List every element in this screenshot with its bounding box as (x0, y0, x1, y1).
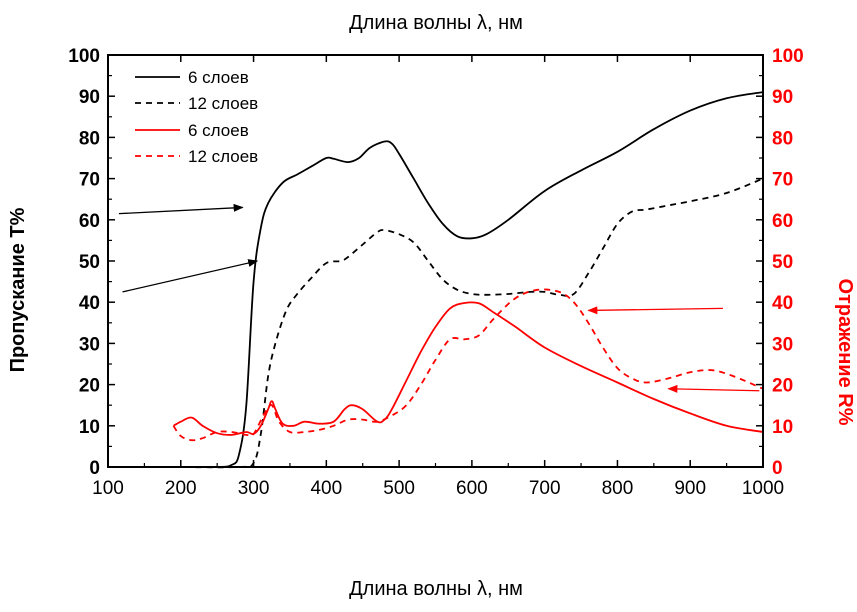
y-tick-label-right: 80 (772, 128, 793, 149)
y-tick-label-right: 40 (772, 293, 793, 314)
y-tick-label-left: 60 (79, 211, 100, 232)
y-tick-label-right: 50 (772, 252, 793, 273)
legend-label-4: 12 слоев (188, 147, 258, 166)
y-tick-label-right: 90 (772, 87, 793, 108)
y-tick-label-left: 90 (79, 87, 100, 108)
x-tick-label: 700 (529, 478, 561, 499)
x-axis-title-bottom: Длина волны λ, нм (349, 578, 523, 600)
annotation-arrow (667, 384, 760, 393)
y-tick-label-right: 0 (772, 458, 783, 479)
y-tick-label-right: 60 (772, 211, 793, 232)
x-tick-label: 600 (456, 478, 488, 499)
series-reflection-6-layers (173, 301, 764, 436)
series-transmission-12-layers (173, 177, 764, 469)
x-axis-title-top: Длина волны λ, нм (349, 12, 523, 34)
annotation-arrow (587, 306, 723, 315)
y-tick-label-left: 0 (89, 458, 100, 479)
x-tick-label: 900 (674, 478, 706, 499)
legend: 6 слоев 12 слоев 6 слоев 12 слоев (135, 68, 258, 166)
legend-label-2: 12 слоев (188, 94, 258, 113)
y-axis-title-right: Отражение R% (834, 278, 856, 425)
y-tick-label-left: 50 (79, 252, 100, 273)
y-tick-label-right: 100 (772, 46, 804, 67)
y-tick-label-left: 100 (68, 46, 100, 67)
annotation-arrow (118, 203, 244, 215)
x-tick-label: 300 (238, 478, 270, 499)
curves-layer (172, 91, 764, 469)
y-axis-title-left: Пропускание Т% (7, 207, 29, 372)
legend-label-3: 6 слоев (188, 121, 249, 140)
y-tick-label-left: 80 (79, 128, 100, 149)
y-tick-label-right: 70 (772, 170, 793, 191)
series-transmission-6-layers (173, 91, 764, 469)
y-tick-label-right: 30 (772, 334, 793, 355)
series-reflection-12-layers (172, 288, 764, 442)
y-tick-label-right: 10 (772, 417, 793, 438)
x-tick-label: 200 (165, 478, 197, 499)
x-tick-label: 500 (383, 478, 415, 499)
y-tick-label-left: 20 (79, 376, 100, 397)
y-tick-label-left: 10 (79, 417, 100, 438)
y-tick-label-left: 40 (79, 293, 100, 314)
x-tick-label: 100 (92, 478, 124, 499)
annotation-arrow (122, 259, 259, 293)
plot-frame (107, 54, 764, 468)
x-tick-label: 800 (602, 478, 634, 499)
arrows-layer (118, 203, 760, 393)
y-tick-label-right: 20 (772, 376, 793, 397)
x-tick-label: 1000 (742, 478, 784, 499)
y-tick-label-left: 70 (79, 170, 100, 191)
y-tick-label-left: 30 (79, 334, 100, 355)
legend-label-1: 6 слоев (188, 68, 249, 87)
x-tick-label: 400 (310, 478, 342, 499)
